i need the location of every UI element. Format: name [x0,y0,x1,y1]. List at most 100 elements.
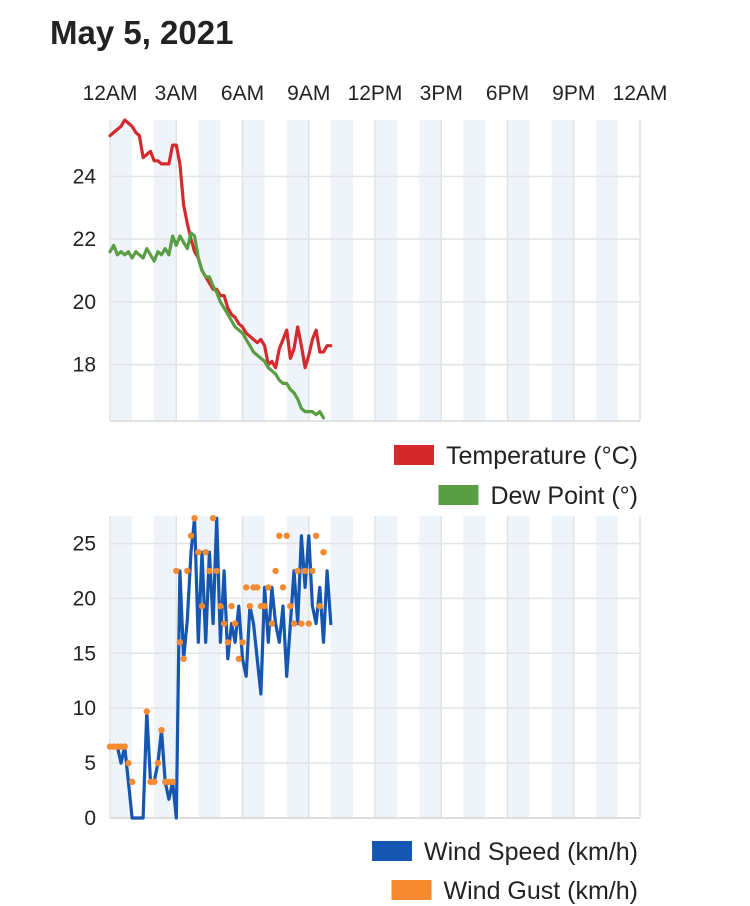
time-axis-label: 6PM [486,82,529,105]
gust-point [239,639,246,646]
y-tick-label: 22 [73,228,96,251]
gust-point [158,726,165,734]
hour-band [419,516,442,818]
gust-point [261,602,268,610]
gust-point [294,567,301,575]
hour-band [595,120,618,421]
temperature-chart: 18 20 22 24 [73,118,641,422]
gust-point [243,584,250,591]
gust-point [169,778,176,785]
time-axis-label: 6AM [221,82,264,105]
page-title: May 5, 2021 [50,14,234,51]
hour-band [463,120,486,421]
wind-legend: Wind Speed (km/h) Wind Gust (km/h) [372,838,638,905]
y-tick-label: 0 [84,807,96,830]
gust-point [209,515,217,522]
hour-band [507,516,530,818]
gust-point [195,549,202,556]
y-tick-label: 25 [73,532,96,555]
gust-point [320,549,327,556]
hour-band [463,516,486,818]
gust-point [265,584,272,591]
hour-band [375,516,398,818]
gust-point [191,515,198,522]
gust-point [272,567,279,575]
legend-swatch [438,485,479,505]
time-axis-label: 12AM [613,82,668,105]
gust-point [125,759,132,767]
gust-point [305,620,312,627]
legend-label: Wind Gust (km/h) [444,877,638,905]
hour-band [110,516,133,818]
y-tick-label: 10 [73,697,96,720]
gust-point [316,602,323,610]
hour-band [551,516,574,818]
gust-point [121,743,128,750]
time-axis-label: 3AM [155,82,198,105]
legend-swatch [372,841,413,861]
gust-point [231,620,239,627]
gust-point [176,639,184,646]
gust-point [228,602,235,610]
hour-band [198,120,221,421]
gust-point [128,778,136,785]
gust-point [217,602,224,610]
gust-point [184,567,191,575]
hour-band [330,120,353,421]
time-axis-labels: 12AM 3AM 6AM 9AM 12PM 3PM 6PM 9PM 12AM [83,82,668,105]
legend-label: Dew Point (°) [490,482,638,510]
gust-point [206,567,213,575]
y-tick-label: 5 [84,752,96,775]
gust-point [283,532,290,539]
gust-point [173,567,180,575]
y-tick-label: 20 [73,587,96,610]
gust-point [246,602,254,610]
gust-point [198,602,206,610]
time-axis-label: 12PM [348,82,403,105]
legend-label: Wind Speed (km/h) [424,838,638,866]
hour-band [595,516,618,818]
time-axis-label: 12AM [83,82,138,105]
hour-band [419,120,442,421]
hour-band [286,120,309,421]
gust-point [213,567,220,575]
gust-point [309,567,316,575]
series-line [108,118,333,370]
hour-band [375,120,398,421]
y-tick-label: 15 [73,642,96,665]
hour-band [330,516,353,818]
series-line [108,231,326,420]
gust-point [298,620,305,627]
hour-band [507,120,530,421]
hour-band [154,120,177,421]
y-tick-label: 18 [73,354,96,377]
gust-point [154,759,162,767]
time-axis-label: 9PM [552,82,595,105]
gust-point [279,584,287,591]
gust-point [312,532,320,539]
gust-point [268,620,276,627]
hour-band [551,120,574,421]
legend-swatch [394,445,434,465]
gust-point [143,708,150,715]
hour-band [242,120,265,421]
legend-label: Temperature (°C) [446,442,638,470]
gust-point [287,602,294,610]
wind-chart: 0 5 10 15 20 25 [73,515,641,830]
hour-band [242,516,265,818]
gust-point [254,584,261,591]
gust-point [220,620,228,627]
gust-point [202,549,209,556]
y-tick-label: 20 [73,291,96,314]
hour-band [110,120,133,421]
gust-point [180,655,187,662]
gust-point [235,655,242,662]
legend-swatch [391,880,432,900]
temperature-legend: Temperature (°C) Dew Point (°) [394,442,638,510]
time-axis-label: 9AM [287,82,330,105]
gust-point [151,778,158,785]
gust-point [276,532,283,539]
gust-point [224,639,231,646]
gust-point [301,567,309,575]
